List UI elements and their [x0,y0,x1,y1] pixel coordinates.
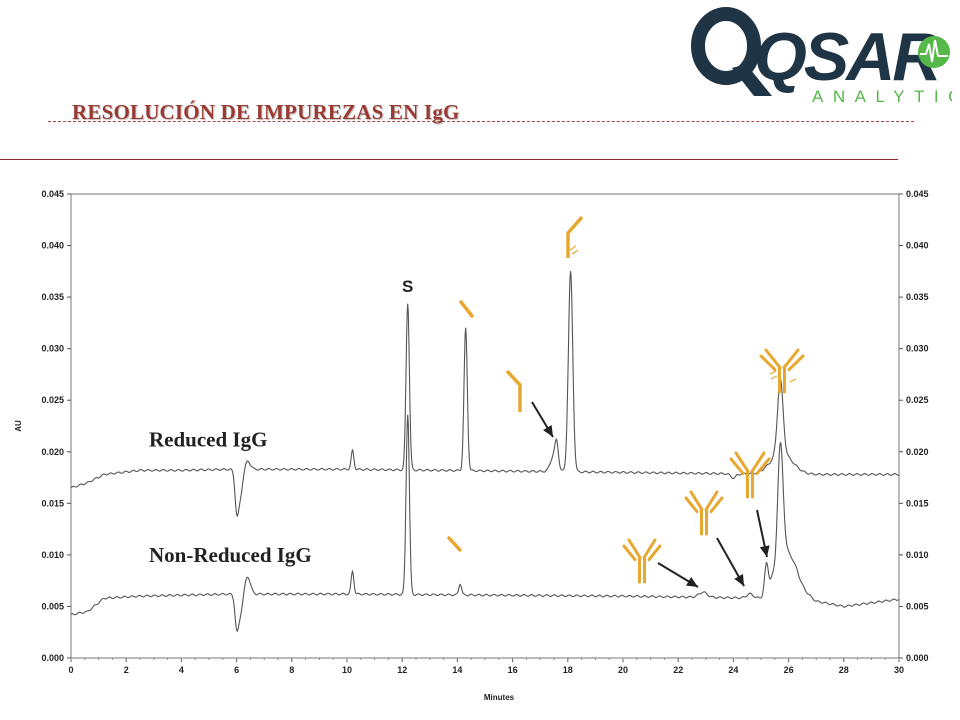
y-tick-label-left: 0.030 [41,344,64,354]
y-tick-label-left: 0.025 [41,395,64,405]
series-label-non-reduced: Non-Reduced IgG [149,543,312,567]
y-tick-label-right: 0.000 [906,653,929,663]
x-tick-label: 16 [508,665,518,675]
y-tick-label-left: 0.045 [41,189,64,199]
x-tick-label: 0 [68,665,73,675]
slide-title: RESOLUCIÓN DE IMPUREZAS EN IgG [72,100,460,124]
y-tick-label-left: 0.005 [41,601,64,611]
x-tick-label: 24 [728,665,738,675]
title-dashed-rule [48,121,914,122]
x-tick-label: 26 [784,665,794,675]
y-tick-label-left: 0.000 [41,653,64,663]
x-tick-label: 14 [452,665,462,675]
heavy-chain-icon [505,369,522,412]
y-tick-label-left: 0.035 [41,292,64,302]
x-tick-label: 6 [234,665,239,675]
logo-text: QSAR [754,19,941,95]
chromatogram-chart: 0.000 0.000 0.005 0.005 0.010 0.010 0.015 0.015… [14,189,929,702]
qsar-analytics-logo: QSAR ANALYTICS [691,7,952,106]
y-tick-label-right: 0.010 [906,550,929,560]
y-tick-label-right: 0.035 [906,292,929,302]
antibody-icon [759,348,805,394]
y-axis-label: AU [14,420,23,432]
y-tick-label-left: 0.020 [41,447,64,457]
y-tick-label-right: 0.025 [906,395,929,405]
y-tick-label-right: 0.045 [906,189,929,199]
logo-pulse-icon [920,39,948,63]
antibody-icon [729,451,771,499]
x-axis-label: Minutes [484,693,515,702]
y-tick-label-left: 0.040 [41,241,64,251]
x-tick-label: 4 [179,665,184,675]
pointer-arrowhead [734,573,744,586]
x-tick-label: 22 [673,665,683,675]
logo-q-icon [691,7,772,96]
peak-annotation-s: S [402,277,413,296]
y-tick-label-left: 0.010 [41,550,64,560]
title-solid-rule [0,159,898,160]
x-tick-label: 18 [563,665,573,675]
y-tick-label-left: 0.015 [41,498,64,508]
x-tick-label: 30 [894,665,904,675]
logo-subtext: ANALYTICS [812,87,952,106]
x-tick-label: 2 [124,665,129,675]
pointer-arrowhead [759,545,770,557]
glycan-icon [769,370,797,383]
x-tick-label: 10 [342,665,352,675]
light-chain-icon [447,536,462,552]
light-chain-icon [459,300,474,318]
x-tick-label: 20 [618,665,628,675]
series-label-reduced: Reduced IgG [149,428,267,452]
plot-area-frame [70,193,900,659]
pointer-arrowhead [685,577,698,587]
chromatogram-trace-reduced [70,270,900,518]
antibody-icon [684,490,724,536]
chromatogram-trace-non-reduced [70,414,900,633]
heavy-chain-icon [566,215,584,258]
y-tick-label-right: 0.015 [906,498,929,508]
y-tick-label-right: 0.020 [906,447,929,457]
pointer-arrowhead [543,424,553,437]
antibody-icon [622,538,662,584]
y-tick-label-right: 0.005 [906,601,929,611]
y-tick-label-right: 0.040 [906,241,929,251]
x-tick-label: 8 [289,665,294,675]
glycan-icon [569,245,579,255]
x-tick-label: 28 [839,665,849,675]
x-tick-label: 12 [397,665,407,675]
y-tick-label-right: 0.030 [906,344,929,354]
